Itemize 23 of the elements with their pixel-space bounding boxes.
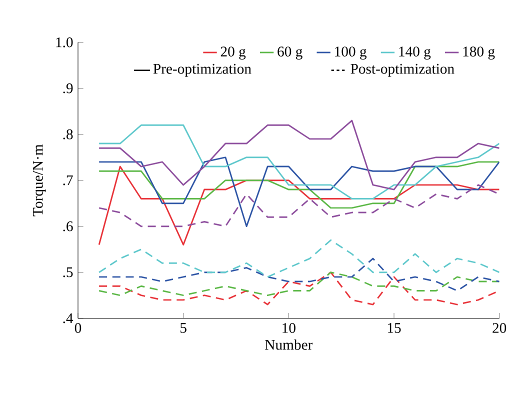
x-tick-label: 15 [388, 323, 401, 333]
x-axis-title: Number [265, 339, 313, 350]
x-tick-label: 20 [492, 323, 506, 333]
y-axis-title: Torque/N·m [33, 144, 46, 216]
y-tick-label: .5 [63, 267, 73, 278]
x-tick-label: 5 [180, 323, 186, 333]
line-series [98, 239, 500, 278]
x-tick-label: 10 [282, 323, 296, 333]
annotation: Pre-optimization [153, 64, 252, 77]
line-series [98, 120, 500, 190]
legend-label: 20 g [220, 46, 246, 60]
y-tick-label: 1.0 [56, 37, 73, 48]
legend-label: 140 g [399, 46, 431, 60]
y-tick-label: .8 [63, 129, 73, 140]
legend-label: 180 g [463, 46, 495, 60]
x-tick-label: 0 [74, 323, 82, 333]
legend-label: 100 g [335, 46, 367, 60]
y-tick-label: .7 [63, 175, 73, 186]
annotation: Post-optimization [350, 64, 454, 77]
y-tick-label: .4 [63, 313, 74, 324]
y-tick-label: .9 [63, 83, 73, 94]
y-tick-label: .6 [63, 221, 73, 232]
legend-label: 60 g [278, 46, 302, 60]
